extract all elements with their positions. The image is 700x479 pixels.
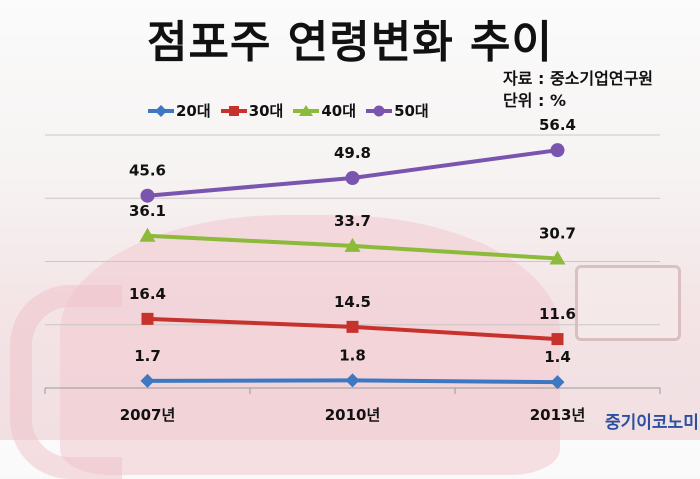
legend-square-icon	[220, 105, 247, 116]
legend-triangle-icon	[293, 104, 320, 116]
diamond-marker	[140, 373, 155, 388]
legend-label: 40대	[321, 102, 357, 120]
circle-marker	[345, 171, 360, 186]
source-note: 자료 : 중소기업연구원	[503, 69, 654, 88]
data-label: 30.7	[539, 225, 576, 243]
data-label: 1.4	[544, 348, 571, 366]
diamond-marker	[550, 375, 565, 390]
x-tick-label: 2013년	[530, 406, 586, 424]
data-label: 16.4	[129, 285, 166, 303]
triangle-marker	[549, 250, 566, 265]
legend-item: 30대	[220, 100, 284, 121]
legend: 20대 30대 40대 50대	[148, 100, 429, 121]
x-tick-label: 2007년	[120, 406, 176, 424]
legend-label: 30대	[248, 102, 284, 120]
brand-logo: 중기이코노미	[605, 413, 699, 433]
legend-item: 40대	[293, 100, 356, 121]
legend-label: 20대	[176, 102, 211, 120]
circle-marker	[550, 143, 565, 158]
data-label: 36.1	[129, 202, 166, 220]
x-tick-label: 2010년	[325, 406, 381, 424]
diamond-marker	[345, 373, 360, 388]
data-label: 1.8	[339, 346, 366, 364]
legend-circle-icon	[366, 105, 393, 116]
legend-label: 50대	[394, 102, 429, 120]
chart-title: 점포주 연령변화 추이	[147, 17, 553, 68]
data-label: 33.7	[334, 212, 371, 230]
background-cup-illustration	[60, 215, 560, 475]
square-marker	[346, 320, 359, 333]
square-marker	[551, 333, 564, 346]
legend-diamond-icon	[148, 104, 174, 117]
data-label: 45.6	[129, 162, 166, 180]
background-silver-cafe-sign	[575, 265, 681, 341]
square-marker	[141, 312, 154, 325]
legend-item: 20대	[148, 100, 211, 121]
data-label: 14.5	[334, 293, 371, 311]
data-label: 11.6	[539, 305, 576, 323]
triangle-marker	[139, 227, 156, 242]
line-chart: 2007년 2010년 2013년 1.7 1.8 1.4 16.4 14.5 11.6 36.1…	[44, 116, 661, 424]
circle-marker	[140, 188, 155, 203]
unit-note: 단위 : %	[503, 91, 567, 110]
legend-item: 50대	[366, 100, 429, 121]
data-label: 1.7	[134, 347, 161, 365]
data-label: 56.4	[539, 116, 576, 134]
triangle-marker	[344, 237, 361, 252]
data-label: 49.8	[334, 144, 371, 162]
